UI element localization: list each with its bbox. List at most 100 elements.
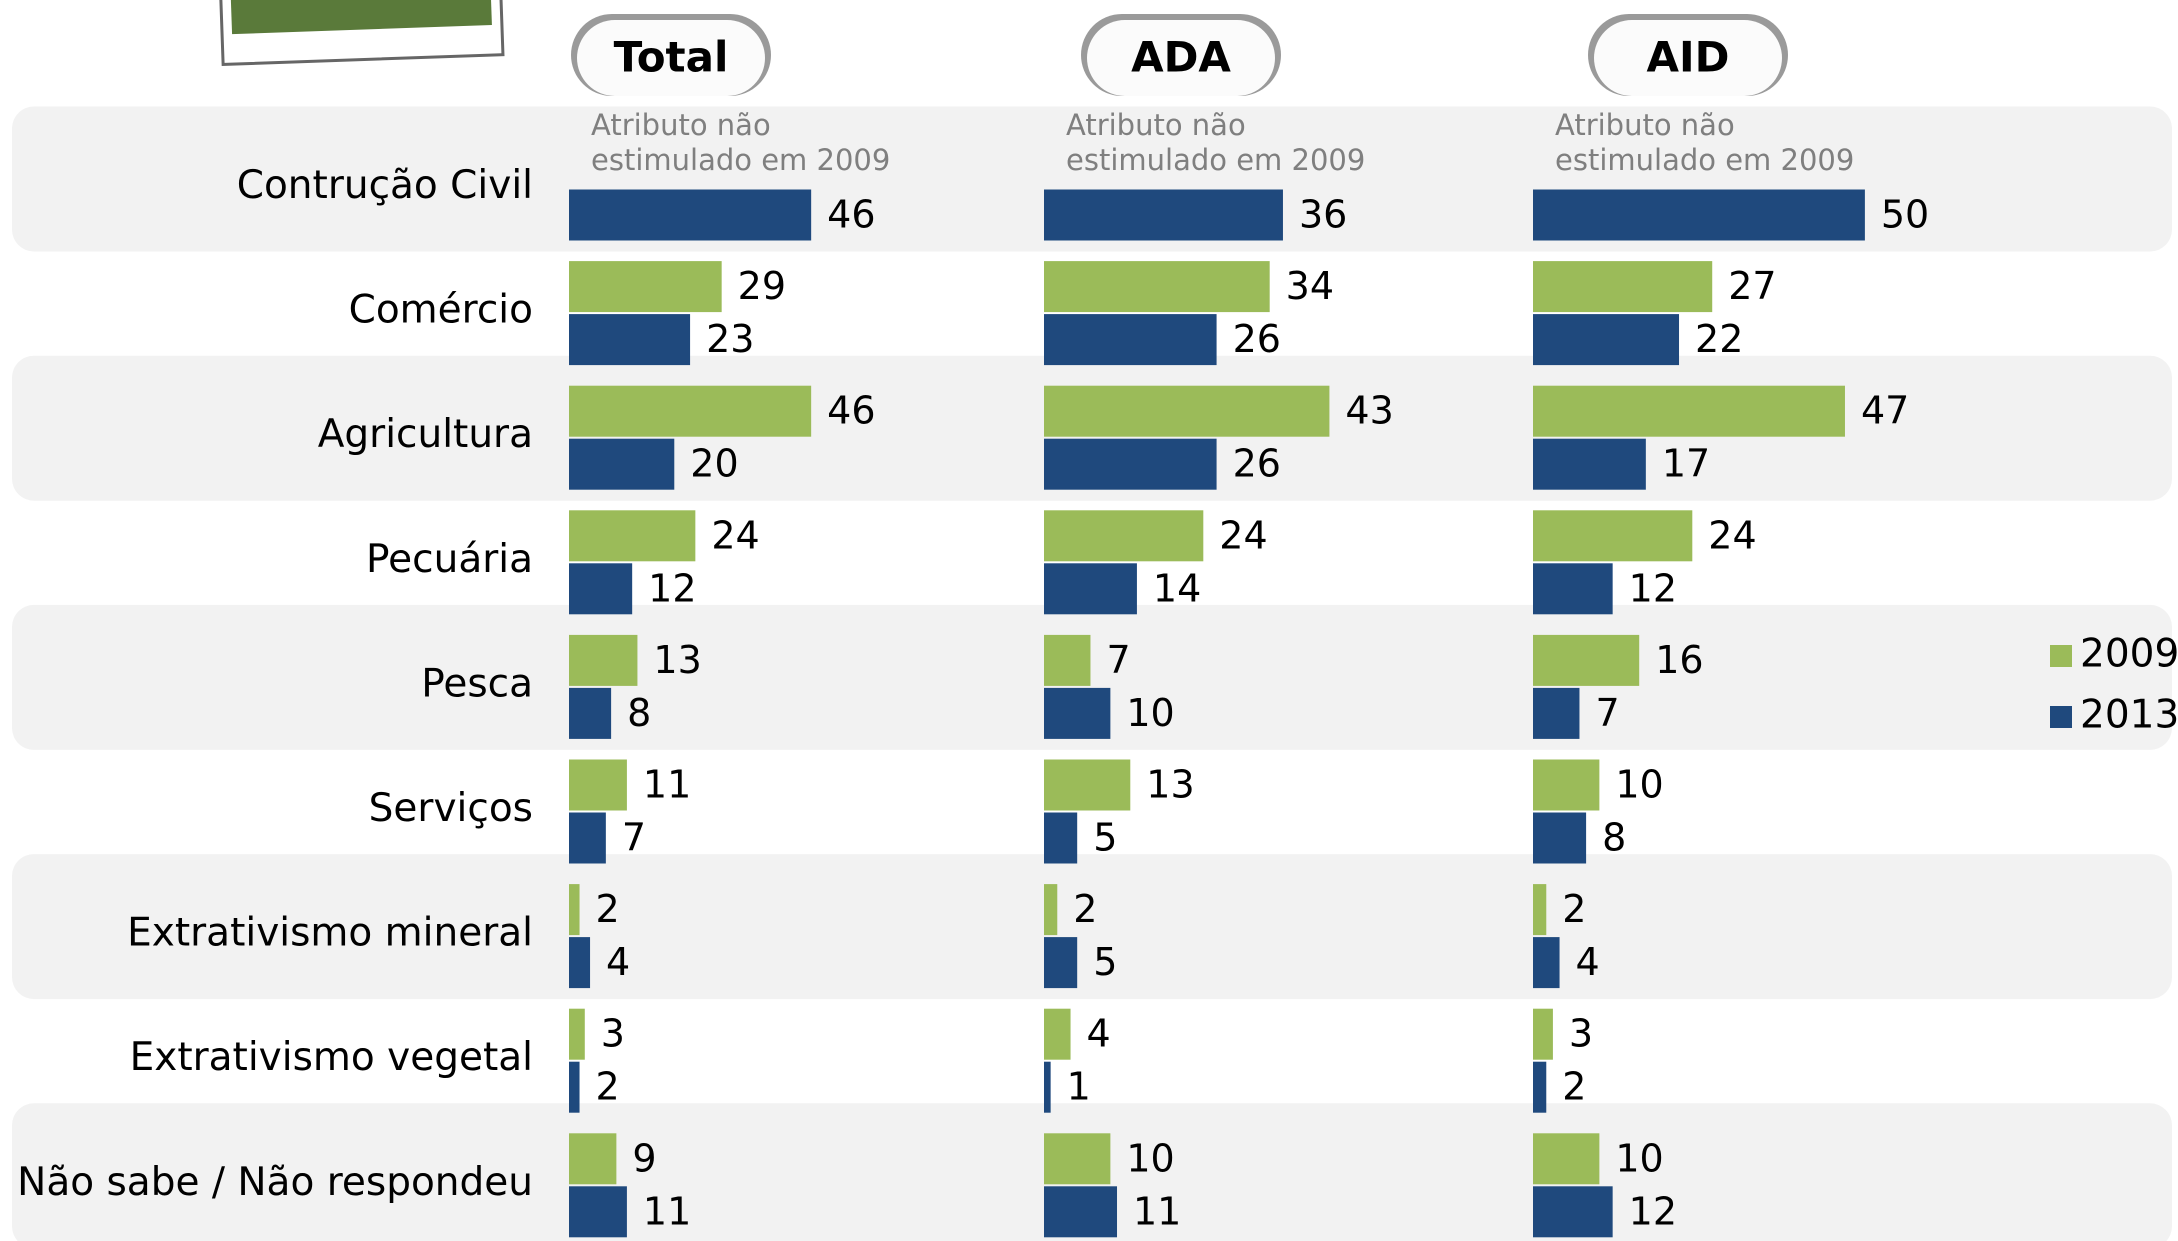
value-label: 27	[1728, 264, 1776, 308]
bar	[569, 190, 811, 241]
value-label: 8	[1602, 816, 1626, 860]
bar	[569, 635, 637, 686]
value-label: 14	[1153, 566, 1201, 610]
value-label: 2	[1562, 1065, 1586, 1109]
value-label: 5	[1093, 816, 1117, 860]
value-label: 7	[1595, 691, 1619, 735]
panel-note: Atributo não estimulado em 2009	[1066, 108, 1396, 178]
value-label: 17	[1662, 442, 1710, 486]
value-label: 24	[1219, 513, 1267, 557]
bar	[569, 439, 674, 490]
bar	[1533, 261, 1712, 312]
bar	[1044, 937, 1077, 988]
category-label: Agricultura	[318, 412, 533, 457]
bar	[1044, 1133, 1110, 1184]
value-label: 7	[1106, 638, 1130, 682]
value-label: 8	[627, 691, 651, 735]
photo	[220, 0, 503, 64]
category-label: Serviços	[369, 786, 533, 831]
panel-note: Atributo não estimulado em 2009	[591, 108, 921, 178]
value-label: 16	[1655, 638, 1703, 682]
value-label: 4	[1087, 1012, 1111, 1056]
bar	[569, 884, 580, 935]
value-label: 13	[1146, 763, 1194, 807]
value-label: 50	[1881, 193, 1929, 237]
value-label: 20	[690, 442, 738, 486]
category-label: Contrução Civil	[237, 163, 533, 208]
bar	[1044, 386, 1329, 437]
category-label: Pecuária	[366, 537, 533, 582]
category-label: Comércio	[349, 288, 533, 333]
bar	[569, 1133, 616, 1184]
value-label: 3	[1569, 1012, 1593, 1056]
page: Contrução Civil Comércio Agricultura Pecuár…	[0, 0, 2178, 1241]
value-label: 2	[596, 1065, 620, 1109]
category-label: Extrativismo mineral	[127, 911, 533, 956]
value-label: 34	[1286, 264, 1334, 308]
value-label: 11	[643, 1189, 691, 1233]
value-label: 46	[827, 389, 875, 433]
value-label: 2	[1562, 887, 1586, 931]
value-label: 23	[706, 317, 754, 361]
bar	[1044, 190, 1283, 241]
bar	[1533, 1133, 1599, 1184]
value-label: 12	[1629, 566, 1677, 610]
panel-title: ADA	[1131, 33, 1231, 82]
bar	[569, 386, 811, 437]
bar	[1044, 1186, 1117, 1237]
value-label: 11	[643, 763, 691, 807]
value-label: 10	[1615, 1136, 1663, 1180]
value-label: 36	[1299, 193, 1347, 237]
bar	[1044, 439, 1217, 490]
bar	[1044, 563, 1137, 614]
bar	[1044, 1009, 1071, 1060]
bar	[1533, 1186, 1613, 1237]
value-label: 47	[1861, 389, 1909, 433]
bar	[569, 760, 627, 811]
bar	[1533, 884, 1546, 935]
bar	[1533, 510, 1692, 561]
value-label: 22	[1695, 317, 1743, 361]
bar	[1044, 884, 1057, 935]
legend-label: 2009	[2080, 632, 2178, 677]
value-label: 43	[1345, 389, 1393, 433]
bar	[1533, 563, 1613, 614]
value-label: 3	[601, 1012, 625, 1056]
bar	[1044, 688, 1110, 739]
value-label: 24	[711, 513, 759, 557]
bar	[1533, 937, 1560, 988]
bar	[569, 314, 690, 365]
value-label: 29	[738, 264, 786, 308]
bar	[569, 937, 590, 988]
value-label: 2	[1073, 887, 1097, 931]
category-label: Extrativismo vegetal	[130, 1035, 533, 1080]
bar	[1044, 1062, 1051, 1113]
bar	[1533, 386, 1845, 437]
value-label: 7	[622, 816, 646, 860]
bar	[1533, 688, 1579, 739]
value-label: 10	[1615, 763, 1663, 807]
bar	[569, 1186, 627, 1237]
bar	[1533, 813, 1586, 864]
category-label: Pesca	[421, 661, 533, 706]
legend-label: 2013	[2080, 693, 2178, 738]
panel-title: Total	[614, 33, 729, 82]
value-label: 46	[827, 193, 875, 237]
bar	[1533, 190, 1865, 241]
bar	[569, 688, 611, 739]
value-label: 2	[596, 887, 620, 931]
bar	[1044, 510, 1203, 561]
value-label: 26	[1233, 442, 1281, 486]
value-label: 1	[1067, 1065, 1091, 1109]
bar	[1533, 635, 1639, 686]
legend-swatch	[2050, 645, 2072, 667]
value-label: 13	[653, 638, 701, 682]
value-label: 24	[1708, 513, 1756, 557]
bar	[1044, 635, 1090, 686]
bar	[1533, 1062, 1546, 1113]
bar	[1044, 314, 1217, 365]
value-label: 26	[1233, 317, 1281, 361]
bar	[569, 1062, 580, 1113]
panel-note: Atributo não estimulado em 2009	[1555, 108, 1885, 178]
value-label: 10	[1126, 691, 1174, 735]
